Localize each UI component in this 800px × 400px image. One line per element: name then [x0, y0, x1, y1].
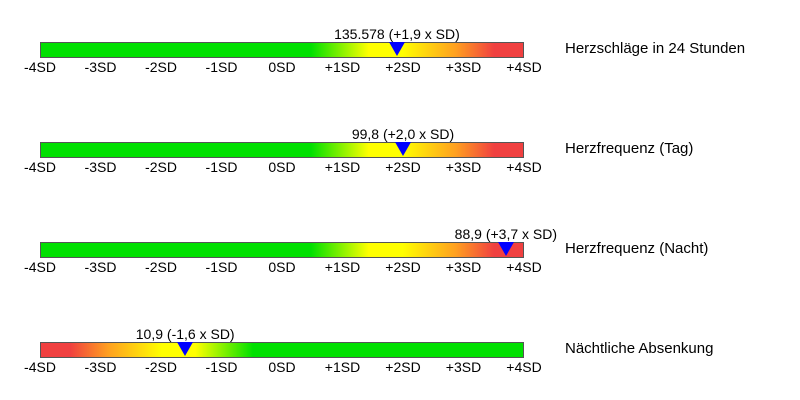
sd-gradient-bar	[40, 242, 524, 258]
tick-label: -1SD	[205, 359, 238, 375]
sd-gradient-bar	[40, 142, 524, 158]
value-label: 135.578 (+1,9 x SD)	[334, 26, 460, 42]
tick-label: -1SD	[205, 259, 238, 275]
sd-bar-row: 135.578 (+1,9 x SD) -4SD -3SD -2SD -1SD 0SD +1…	[0, 26, 800, 86]
value-label: 99,8 (+2,0 x SD)	[351, 126, 455, 142]
sd-bar-row: 10,9 (-1,6 x SD) -4SD -3SD -2SD -1SD 0SD +1SD +…	[0, 326, 800, 386]
tick-label: -2SD	[145, 59, 177, 75]
tick-label: 0SD	[268, 159, 296, 175]
tick-label: +2SD	[385, 159, 421, 175]
sd-gradient-bar	[40, 42, 524, 58]
tick-label: -4SD	[24, 359, 56, 375]
tick-label: -3SD	[84, 59, 117, 75]
tick-label: +2SD	[385, 259, 421, 275]
tick-label: +2SD	[385, 59, 421, 75]
tick-label: +3SD	[445, 159, 482, 175]
tick-label: -4SD	[24, 259, 56, 275]
tick-label: +1SD	[324, 159, 361, 175]
sd-bar-row: 99,8 (+2,0 x SD) -4SD -3SD -2SD -1SD 0SD +1SD +…	[0, 126, 800, 186]
tick-label: 0SD	[268, 259, 296, 275]
tick-label: -1SD	[205, 159, 238, 175]
tick-label: -2SD	[145, 259, 177, 275]
sd-bar-row: 88,9 (+3,7 x SD) -4SD -3SD -2SD -1SD 0SD +1SD +…	[0, 226, 800, 286]
metric-label: Nächtliche Absenkung	[565, 340, 714, 357]
tick-label: +1SD	[324, 59, 361, 75]
tick-label: -3SD	[84, 359, 117, 375]
tick-label: +4SD	[506, 259, 542, 275]
tick-label: 0SD	[268, 359, 296, 375]
tick-label: +4SD	[506, 359, 542, 375]
tick-label: +3SD	[445, 59, 482, 75]
tick-label: 0SD	[268, 59, 296, 75]
metric-label: Herzschläge in 24 Stunden	[565, 40, 746, 57]
tick-label: -2SD	[145, 159, 177, 175]
tick-label: +3SD	[445, 359, 482, 375]
tick-label: +1SD	[324, 259, 361, 275]
sd-gradient-bar	[40, 342, 524, 358]
tick-label: +1SD	[324, 359, 361, 375]
tick-label: -2SD	[145, 359, 177, 375]
tick-label: +3SD	[445, 259, 482, 275]
tick-label: -3SD	[84, 159, 117, 175]
value-label: 10,9 (-1,6 x SD)	[135, 326, 235, 342]
tick-label: +2SD	[385, 359, 421, 375]
tick-label: +4SD	[506, 159, 542, 175]
sd-marker-triangle	[395, 142, 411, 156]
tick-label: -4SD	[24, 159, 56, 175]
tick-label: -1SD	[205, 59, 238, 75]
sd-marker-triangle	[177, 342, 194, 356]
sd-marker-triangle	[497, 242, 514, 256]
tick-label: +4SD	[506, 59, 542, 75]
sd-marker-triangle	[388, 42, 405, 56]
tick-label: -4SD	[24, 59, 56, 75]
metric-label: Herzfrequenz (Tag)	[565, 140, 694, 157]
metric-label: Herzfrequenz (Nacht)	[565, 240, 709, 257]
tick-label: -3SD	[84, 259, 117, 275]
value-label: 88,9 (+3,7 x SD)	[454, 226, 558, 242]
